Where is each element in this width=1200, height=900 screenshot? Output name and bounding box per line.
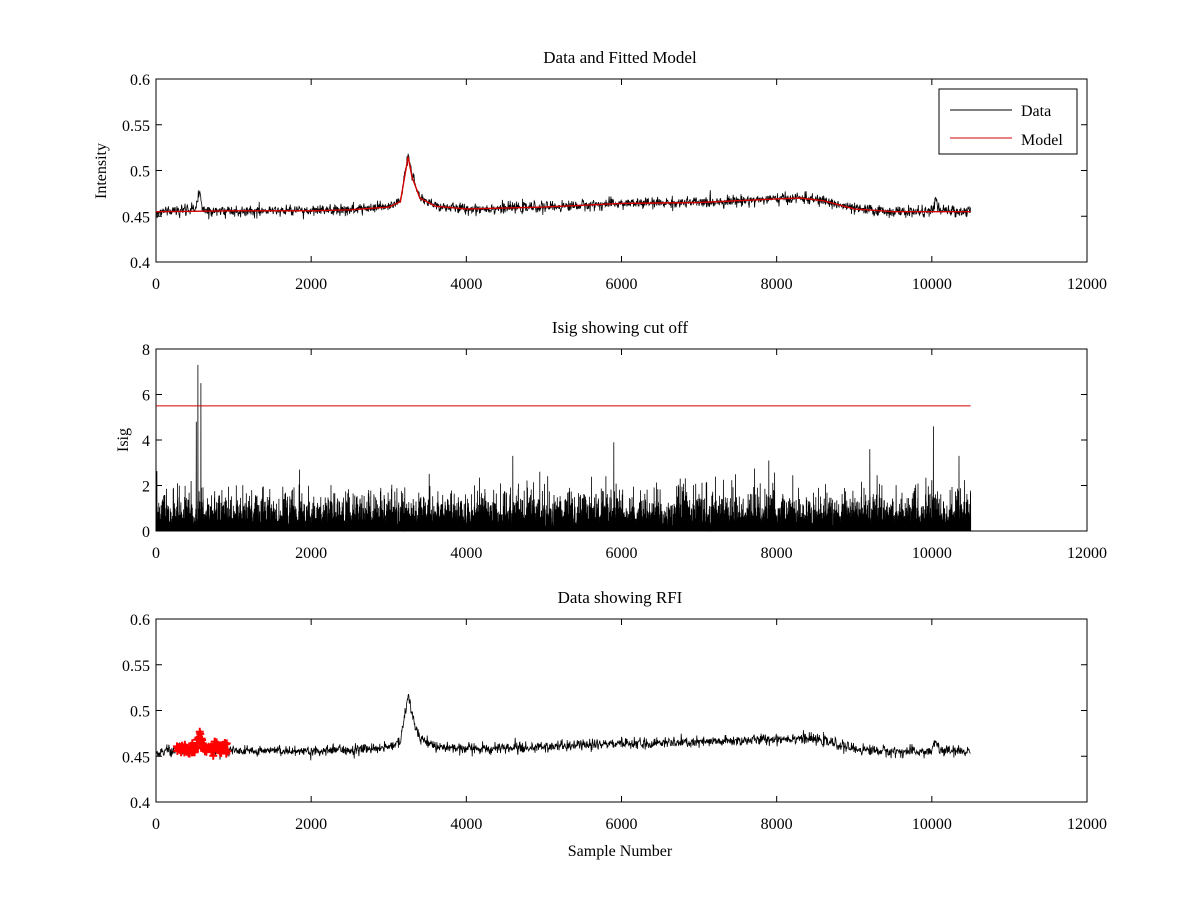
x-tick-label: 10000 [912,545,952,562]
legend-data-label: Data [1021,103,1051,120]
legend-box [938,88,1078,155]
series-line-model [155,156,971,213]
x-tick-label: 6000 [606,816,638,833]
panel-1-legend: Data Model [938,88,1078,155]
x-tick-label: 12000 [1067,816,1107,833]
y-tick-label: 0.5 [130,704,150,721]
y-tick-label: 0.6 [130,72,150,89]
x-tick-label: 0 [152,816,160,833]
series-line-data [155,693,971,761]
x-tick-label: 8000 [761,816,793,833]
x-tick-label: 0 [152,545,160,562]
panel-2-ylabel: Isig [115,428,132,452]
y-tick-label: 0.6 [130,612,150,629]
x-tick-label: 10000 [912,816,952,833]
legend-model-label: Model [1021,132,1063,149]
rfi-marker [223,747,232,756]
y-tick-label: 4 [142,433,150,450]
panel-2-plot-area: 0 2000 4000 6000 8000 10000 12000 0 2 4 6 8 [142,342,1107,562]
panel-3: Data showing RFI Sample Number 0 2000 4000… [122,588,1107,860]
y-tick-label: 8 [142,342,150,359]
x-tick-label: 4000 [450,816,482,833]
y-tick-label: 0.5 [130,164,150,181]
panel-1: Data and Fitted Model Intensity 0 2000 400… [93,48,1107,293]
rfi-marker [222,739,231,748]
x-tick-label: 4000 [450,545,482,562]
panel-1-title: Data and Fitted Model [543,48,697,67]
panel-3-xlabel: Sample Number [568,843,673,860]
x-tick-label: 4000 [450,276,482,293]
x-tick-label: 2000 [295,545,327,562]
y-tick-label: 0.45 [122,209,150,226]
x-tick-label: 2000 [295,276,327,293]
y-tick-label: 0.4 [130,255,150,272]
y-tick-label: 0.55 [122,118,150,135]
x-tick-label: 2000 [295,816,327,833]
y-tick-label: 6 [142,388,150,405]
x-tick-label: 8000 [761,545,793,562]
panel-1-ylabel: Intensity [93,143,110,199]
x-tick-label: 6000 [606,545,638,562]
y-tick-label: 0.55 [122,658,150,675]
panel-3-title: Data showing RFI [558,588,683,607]
x-tick-label: 6000 [606,276,638,293]
y-tick-label: 0 [142,524,150,541]
panel-1-plot-area: 0 2000 4000 6000 8000 10000 12000 0.4 0.45 0.5 0.5… [122,72,1107,293]
x-tick-label: 10000 [912,276,952,293]
x-tick-label: 0 [152,276,160,293]
x-tick-label: 12000 [1067,545,1107,562]
x-tick-label: 12000 [1067,276,1107,293]
rfi-marker [196,729,205,738]
panel-2: Isig showing cut off Isig 0 2000 4000 6000 8… [115,318,1107,562]
x-tick-label: 8000 [761,276,793,293]
panel-2-title: Isig showing cut off [552,318,688,337]
y-tick-label: 2 [142,479,150,496]
panel-3-plot-area: 0 2000 4000 6000 8000 10000 12000 0.4 0.45 0.5 0.5… [122,612,1107,833]
y-tick-label: 0.4 [130,795,150,812]
series-line-isig [155,364,972,533]
y-tick-label: 0.45 [122,749,150,766]
